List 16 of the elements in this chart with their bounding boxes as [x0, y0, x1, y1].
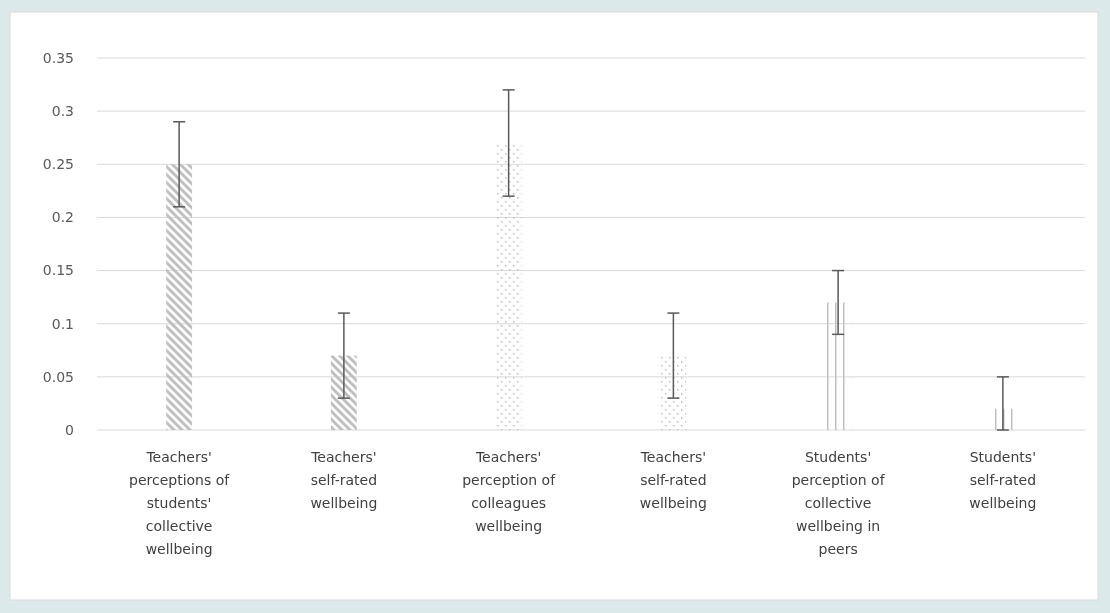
x-tick-label: Teachers' perception of colleagues wellbeing	[462, 449, 557, 534]
x-tick-label: Students' perception of collective wellbeing in peers	[791, 449, 886, 557]
x-tick-label: Students' self-rated wellbeing	[969, 449, 1037, 511]
bar	[166, 164, 193, 430]
y-tick-label: 0.35	[42, 49, 74, 66]
y-tick-label: 0.05	[42, 368, 74, 385]
x-tick-label: Teachers' perceptions of students' collective wellbeing	[129, 449, 231, 557]
y-tick-label: 0	[65, 421, 74, 438]
y-tick-label: 0.2	[51, 209, 74, 226]
y-tick-label: 0.3	[51, 103, 74, 120]
bar	[330, 355, 357, 430]
x-tick-label: Teachers' self-rated wellbeing	[639, 449, 707, 511]
y-tick-label: 0.25	[42, 156, 74, 173]
x-tick-label: Teachers' self-rated wellbeing	[310, 449, 378, 511]
y-tick-label: 0.1	[51, 315, 74, 332]
y-tick-label: 0.15	[42, 262, 74, 279]
